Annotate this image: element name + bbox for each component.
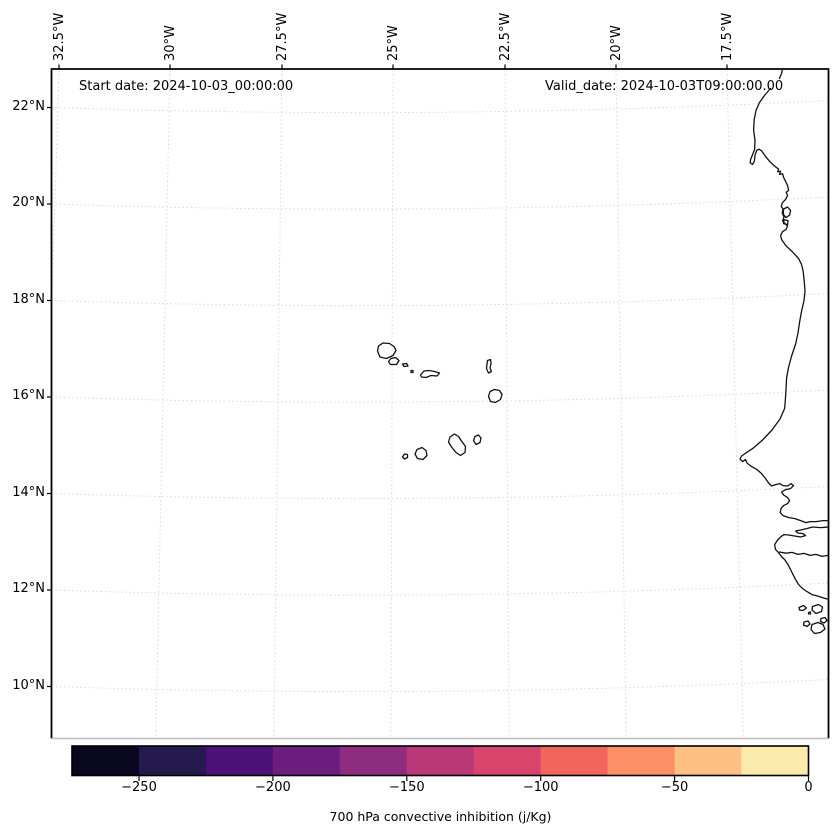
lon-tick-label: 30°W (162, 25, 178, 61)
colorbar-segment (272, 746, 341, 776)
gridline-meridian (615, 69, 627, 738)
gridline-parallel (52, 582, 828, 596)
axis-ticks (47, 64, 728, 688)
lat-tick-label: 16°N (12, 388, 45, 403)
spine-top-left-right (50, 68, 830, 739)
lon-tick-label: 20°W (608, 25, 624, 61)
axes-spines (50, 68, 830, 740)
lon-tick-label: 25°W (385, 25, 401, 61)
gridline-parallel (52, 100, 828, 114)
colorbar-tick-label: −200 (255, 780, 291, 795)
lon-tick-label: 27.5°W (274, 12, 290, 61)
colorbar-tick-label: −50 (660, 780, 689, 795)
colorbar-segment (72, 746, 140, 776)
graticule (52, 69, 828, 738)
colorbar-segment (741, 746, 809, 776)
colorbar-segment (406, 746, 475, 776)
coastline-banc-arguin-islands (782, 206, 792, 226)
gridline-meridian (390, 69, 394, 738)
lon-tick-label: 32.5°W (51, 12, 67, 61)
colorbar-tick-label: −150 (388, 780, 425, 795)
colorbar-segment (138, 746, 207, 776)
coastline-gambia-casamance (773, 526, 828, 600)
colorbar-segment (540, 746, 608, 776)
lon-tick-label: 22.5°W (497, 12, 513, 61)
colorbar-outline (71, 745, 810, 777)
lat-tick-label: 20°N (12, 195, 45, 210)
colorbar-tick-label: −250 (121, 780, 157, 795)
lat-tick-label: 22°N (12, 98, 45, 114)
gridline-parallel (52, 389, 828, 403)
gridline-parallel (52, 486, 828, 500)
gridline-meridian (155, 69, 171, 738)
gridline-meridian (726, 69, 744, 738)
coastline-bijagos-islands (798, 603, 828, 635)
colorbar (71, 745, 810, 781)
colorbar-tick-label: 0 (804, 780, 813, 795)
coastline-west-africa (739, 87, 828, 524)
lat-tick-label: 12°N (12, 581, 45, 596)
gridline-parallel (52, 196, 828, 210)
colorbar-segment (339, 746, 408, 776)
start-date-annotation: Start date: 2024-10-03_00:00:00 (79, 79, 294, 94)
coastlines (376, 69, 828, 635)
river-casamance (778, 551, 828, 558)
coastline-west-africa-north-stub (778, 69, 783, 80)
colorbar-segment (473, 746, 541, 776)
colorbar-segment (607, 746, 675, 776)
gridline-parallel (52, 679, 828, 693)
coastline-cape-verde-islands (376, 342, 503, 461)
colorbar-segment (205, 746, 274, 776)
gridline-parallel (52, 293, 828, 307)
colorbar-ticks (138, 776, 810, 781)
gridline-meridian (52, 69, 60, 303)
valid-date-annotation: Valid_date: 2024-10-03T09:00:00.00 (545, 79, 784, 94)
gridline-meridian (504, 69, 510, 738)
colorbar-tick-label: −100 (522, 780, 559, 795)
lat-tick-label: 18°N (12, 291, 45, 307)
colorbar-label: 700 hPa convective inhibition (j/Kg) (329, 809, 552, 824)
lat-tick-label: 14°N (12, 484, 45, 500)
lat-tick-label: 10°N (12, 677, 45, 693)
gridline-meridian (273, 69, 283, 738)
lon-tick-label: 17.5°W (719, 12, 735, 61)
colorbar-segment (674, 746, 742, 776)
